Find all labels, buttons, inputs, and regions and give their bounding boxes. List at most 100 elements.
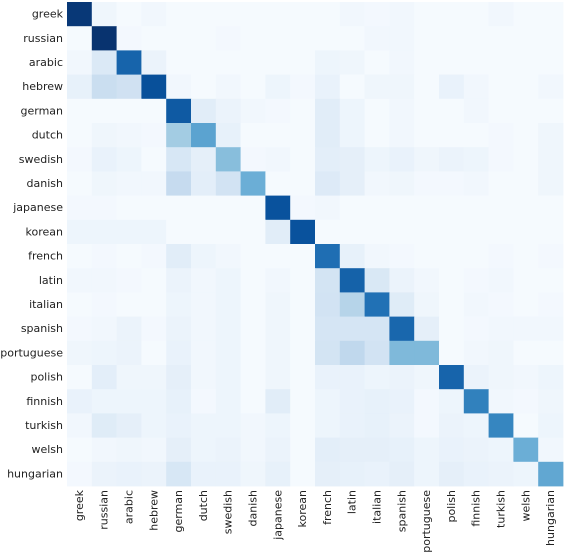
heatmap-cell-swedish-portuguese [414,147,440,172]
heatmap-cell-dutch-hebrew [141,123,167,148]
heatmap-cell-japanese-korean [290,195,316,221]
column-label-danish: danish [247,490,260,526]
row-label-french: french [28,250,63,263]
heatmap-cell-greek-finnish [463,2,489,27]
heatmap-cell-japanese-japanese [265,195,291,221]
heatmap-cell-latin-italian [364,268,390,293]
heatmap-cell-korean-hebrew [141,219,167,245]
heatmap-cell-greek-portuguese [414,2,440,27]
heatmap-cell-arabic-german [166,50,192,75]
heatmap-cell-german-finnish [463,98,489,124]
heatmap-cell-greek-dutch [191,2,217,27]
heatmap-cell-korean-korean [290,219,316,245]
row-label-korean: korean [26,225,63,238]
heatmap-cell-italian-german [166,292,192,317]
heatmap-cell-latin-swedish [215,268,241,293]
heatmap-cell-arabic-latin [339,50,365,75]
heatmap-cell-greek-latin [339,2,365,27]
heatmap-cell-welsh-finnish [463,437,489,463]
heatmap-cell-hebrew-russian [91,74,117,100]
heatmap-cell-swedish-polish [439,147,465,172]
heatmap-cell-japanese-portuguese [414,195,440,221]
heatmap-cell-portuguese-danish [240,340,266,366]
heatmap-cell-danish-polish [439,171,465,196]
heatmap-cell-russian-hebrew [141,26,167,51]
heatmap-cell-russian-french [315,26,341,51]
heatmap-cell-french-swedish [215,244,241,269]
heatmap-cell-welsh-spanish [389,437,415,463]
heatmap-cell-danish-hebrew [141,171,167,196]
column-label-welsh: welsh [519,490,532,522]
heatmap-cell-finnish-dutch [191,389,217,414]
column-label-hebrew: hebrew [147,490,160,531]
heatmap-cell-korean-turkish [488,219,514,245]
heatmap-cell-finnish-portuguese [414,389,440,414]
heatmap-cell-polish-swedish [215,365,241,390]
heatmap-cell-spanish-danish [240,316,266,342]
heatmap-cell-dutch-portuguese [414,123,440,148]
heatmap-cell-italian-japanese [265,292,291,317]
heatmap-cell-danish-portuguese [414,171,440,196]
heatmap-cell-swedish-welsh [513,147,539,172]
heatmap-cell-hebrew-arabic [116,74,142,100]
heatmap-cell-arabic-french [315,50,341,75]
heatmap-cell-hebrew-french [315,74,341,100]
heatmap-cell-latin-arabic [116,268,142,293]
heatmap-cell-hebrew-finnish [463,74,489,100]
heatmap-cell-dutch-danish [240,123,266,148]
heatmap-cell-portuguese-turkish [488,340,514,366]
heatmap-cell-hebrew-latin [339,74,365,100]
heatmap-cell-hungarian-italian [364,461,390,487]
heatmap-cell-hebrew-greek [67,74,93,100]
heatmap-cell-german-danish [240,98,266,124]
heatmap-cell-polish-italian [364,365,390,390]
heatmap-cell-greek-spanish [389,2,415,27]
heatmap-cell-turkish-welsh [513,413,539,438]
heatmap-cell-swedish-italian [364,147,390,172]
heatmap-cell-spanish-french [315,316,341,342]
heatmap-cell-welsh-hungarian [538,437,564,463]
heatmap-cell-hungarian-welsh [513,461,539,487]
heatmap-cell-russian-polish [439,26,465,51]
heatmap-cell-polish-greek [67,365,93,390]
heatmap-cell-swedish-spanish [389,147,415,172]
heatmap-cell-welsh-hebrew [141,437,167,463]
heatmap-cell-hungarian-finnish [463,461,489,487]
heatmap-cell-finnish-french [315,389,341,414]
heatmap-cell-hungarian-swedish [215,461,241,487]
heatmap-cell-russian-latin [339,26,365,51]
heatmap-cell-hebrew-polish [439,74,465,100]
heatmap-cell-french-hebrew [141,244,167,269]
heatmap-cell-german-german [166,98,192,124]
heatmap-cell-spanish-dutch [191,316,217,342]
heatmap-cell-turkish-polish [439,413,465,438]
heatmap-cell-korean-latin [339,219,365,245]
row-label-finnish: finnish [26,395,63,408]
heatmap-cell-spanish-turkish [488,316,514,342]
heatmap-cell-turkish-korean [290,413,316,438]
heatmap-cell-welsh-japanese [265,437,291,463]
heatmap-cell-italian-russian [91,292,117,317]
heatmap-cell-danish-german [166,171,192,196]
heatmap-cell-latin-turkish [488,268,514,293]
heatmap-cell-turkish-swedish [215,413,241,438]
heatmap-cell-welsh-polish [439,437,465,463]
row-label-arabic: arabic [29,56,63,69]
heatmap-cell-polish-german [166,365,192,390]
heatmap-cell-spanish-german [166,316,192,342]
heatmap-cell-danish-danish [240,171,266,196]
heatmap-cell-swedish-arabic [116,147,142,172]
heatmap-cell-swedish-hungarian [538,147,564,172]
heatmap-cell-danish-finnish [463,171,489,196]
heatmap-cell-turkish-arabic [116,413,142,438]
heatmap-cell-japanese-french [315,195,341,221]
heatmap-cell-italian-latin [339,292,365,317]
heatmap-cell-hungarian-spanish [389,461,415,487]
heatmap-cell-hungarian-turkish [488,461,514,487]
heatmap-cell-arabic-italian [364,50,390,75]
heatmap-cell-russian-russian [91,26,117,51]
heatmap-cell-portuguese-dutch [191,340,217,366]
heatmap-cell-hebrew-german [166,74,192,100]
heatmap-cell-russian-greek [67,26,93,51]
heatmap-cell-latin-polish [439,268,465,293]
